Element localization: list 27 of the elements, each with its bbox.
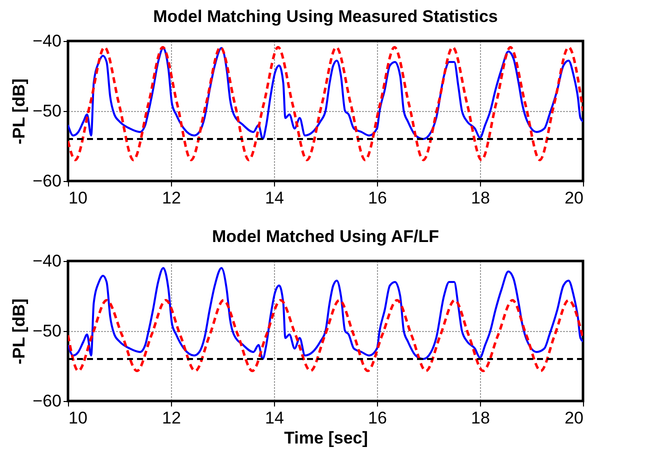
x-tick-label: 10 [68,188,88,208]
x-tick-label: 20 [564,188,584,208]
line-series [68,47,583,140]
y-tick-label: −60 [32,172,62,190]
line-series [68,267,583,360]
chart-title: Model Matched Using AF/LF [212,227,439,246]
x-axis-title: Time [sec] [284,428,368,448]
y-axis-title: -PL [dB] [10,298,29,364]
y-tick-label: −40 [32,32,62,50]
line-series [68,46,583,162]
y-tick-label: −60 [32,392,62,410]
y-tick-label: −40 [32,252,62,270]
line-series [68,298,583,372]
x-tick-label: 18 [471,408,490,428]
y-axis-title: -PL [dB] [10,78,29,144]
x-tick-label: 14 [265,188,284,208]
x-tick-label: 20 [564,408,584,428]
x-tick-label: 18 [471,188,490,208]
x-tick-label: 16 [368,408,387,428]
y-tick-label: −50 [32,102,62,120]
x-tick-label: 14 [265,408,284,428]
x-tick-label: 10 [68,408,88,428]
x-tick-label: 12 [162,408,181,428]
chart-title: Model Matching Using Measured Statistics [153,7,498,26]
x-tick-label: 16 [368,188,387,208]
x-tick-label: 12 [162,188,181,208]
y-tick-label: −50 [32,322,62,340]
